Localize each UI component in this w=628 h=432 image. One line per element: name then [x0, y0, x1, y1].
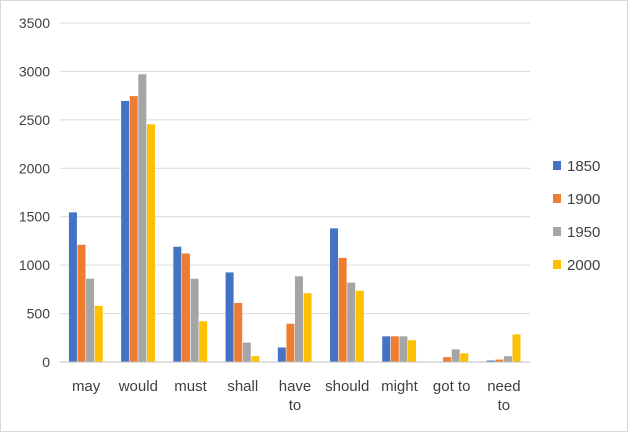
bar-2000-2 [199, 321, 208, 362]
category-label: must [174, 378, 207, 395]
y-tick-label: 500 [27, 306, 51, 322]
y-axis-tick-labels: 0 500 1000 1500 2000 2500 3000 3500 [19, 15, 50, 370]
category-label: should [325, 378, 369, 395]
bar-1900-8 [495, 359, 504, 362]
bar-1950-4 [295, 276, 303, 362]
bar-1900-5 [338, 257, 347, 362]
category-label: got to [433, 378, 471, 395]
bars [68, 74, 521, 362]
bar-2000-0 [94, 305, 103, 362]
bar-1900-0 [77, 244, 86, 362]
bar-1900-2 [181, 253, 190, 362]
bar-1950-7 [451, 349, 460, 362]
y-tick-label: 1500 [19, 209, 50, 225]
bar-2000-8 [512, 334, 521, 362]
x-axis-category-labels: may would must shall have to should might got to… [72, 378, 521, 414]
bar-2000-4 [303, 293, 312, 362]
bar-1950-2 [190, 278, 199, 362]
bar-1850-4 [277, 347, 286, 362]
bar-1950-0 [86, 278, 95, 362]
legend-label-1950: 1950 [567, 224, 600, 241]
legend-label-1900: 1900 [567, 191, 600, 208]
legend-swatch-2000 [553, 260, 561, 269]
bar-1950-8 [503, 356, 512, 362]
legend-swatch-1850 [553, 161, 561, 170]
legend: 1850 1900 1950 2000 [553, 158, 600, 274]
y-tick-label: 2000 [19, 160, 50, 176]
bar-1950-1 [138, 74, 147, 362]
bar-1850-2 [173, 246, 182, 362]
bar-1900-6 [390, 336, 399, 362]
legend-label-1850: 1850 [567, 158, 600, 175]
y-tick-label: 1000 [19, 257, 50, 273]
y-tick-label: 3000 [19, 63, 50, 79]
legend-swatch-1950 [553, 227, 561, 236]
bar-1850-8 [486, 360, 495, 362]
bar-1850-0 [68, 212, 77, 362]
y-tick-label: 2500 [19, 112, 50, 128]
category-label: have to [279, 378, 312, 414]
bar-2000-5 [355, 290, 364, 362]
category-label: need to [487, 378, 520, 414]
legend-swatch-1900 [553, 194, 561, 203]
bar-1900-3 [234, 302, 243, 362]
bar-1850-1 [121, 100, 130, 362]
bar-1900-1 [129, 96, 138, 362]
category-label: shall [227, 378, 258, 395]
bar-1950-6 [399, 336, 408, 362]
category-label: may [72, 378, 101, 395]
bar-1950-5 [347, 282, 356, 362]
category-label: might [381, 378, 419, 395]
bar-2000-7 [460, 353, 469, 362]
bar-1900-4 [286, 323, 295, 362]
bar-1850-5 [330, 228, 339, 362]
legend-label-2000: 2000 [567, 257, 600, 274]
bar-2000-1 [146, 124, 155, 362]
y-tick-label: 3500 [19, 15, 50, 31]
bar-2000-3 [251, 356, 260, 362]
bar-1900-7 [443, 357, 452, 362]
category-label: would [118, 378, 158, 395]
bar-2000-6 [408, 340, 417, 362]
bar-1950-3 [242, 342, 251, 362]
bar-1850-6 [382, 336, 391, 362]
y-tick-label: 0 [42, 354, 50, 370]
bar-1850-3 [225, 272, 234, 362]
